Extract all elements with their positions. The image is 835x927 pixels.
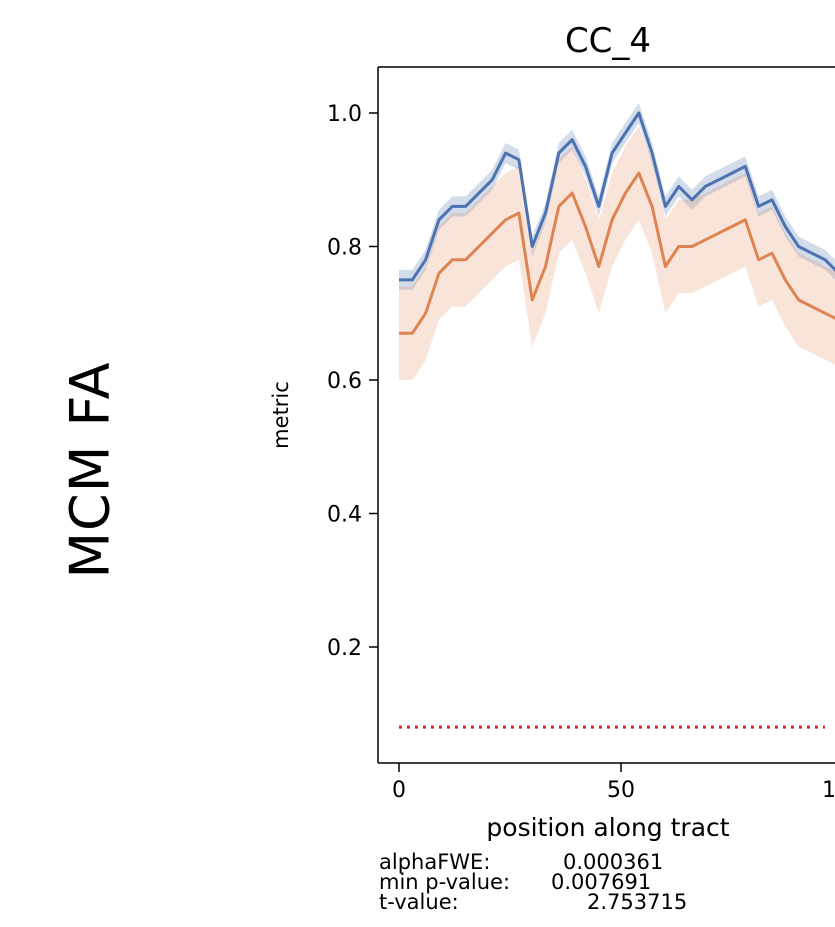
stats-label: t-value: (379, 890, 459, 914)
y-tick-label: 0.6 (327, 369, 362, 394)
x-tick-label: 50 (607, 778, 635, 803)
y-tick-label: 0.2 (327, 636, 362, 661)
y-axis-label: metric (269, 381, 293, 449)
line-chart: CC_4 0.2 0.4 0.6 0.8 1.0 0 50 100 metric posit… (269, 21, 835, 842)
stats-label: alphaFWE: (379, 850, 491, 874)
y-tick-label: 0.4 (327, 503, 362, 528)
stats-row-alphafwe: alphaFWE: 0.000361 (379, 850, 687, 874)
series-1-line (399, 111, 835, 282)
stats-value: 2.753715 (587, 890, 688, 914)
y-tick-label: 0.8 (327, 236, 362, 261)
chart-title: CC_4 (565, 21, 651, 61)
x-tick-label: 0 (392, 778, 406, 803)
x-axis-label: position along tract (486, 813, 729, 842)
series-2-line (399, 171, 835, 335)
x-tick-label: 100 (822, 778, 835, 803)
stats-block: alphaFWE: 0.000361 min p-value: 0.007691… (379, 850, 688, 914)
plot-area (399, 103, 835, 729)
stats-row-min-p-value: min p-value: 0.007691 (379, 870, 687, 894)
stats-value: 0.000361 (563, 850, 664, 874)
series-2-confidence-band (399, 126, 835, 380)
stats-label: min p-value: (379, 870, 511, 894)
stats-row-t-value: t-value: 2.753715 (379, 890, 688, 914)
stats-value: 0.007691 (551, 870, 652, 894)
y-tick-label: 1.0 (327, 102, 362, 127)
y-axis-ticks: 0.2 0.4 0.6 0.8 1.0 (327, 102, 378, 661)
series-1-confidence-band (399, 103, 835, 290)
x-axis-ticks: 0 50 100 (392, 763, 835, 803)
